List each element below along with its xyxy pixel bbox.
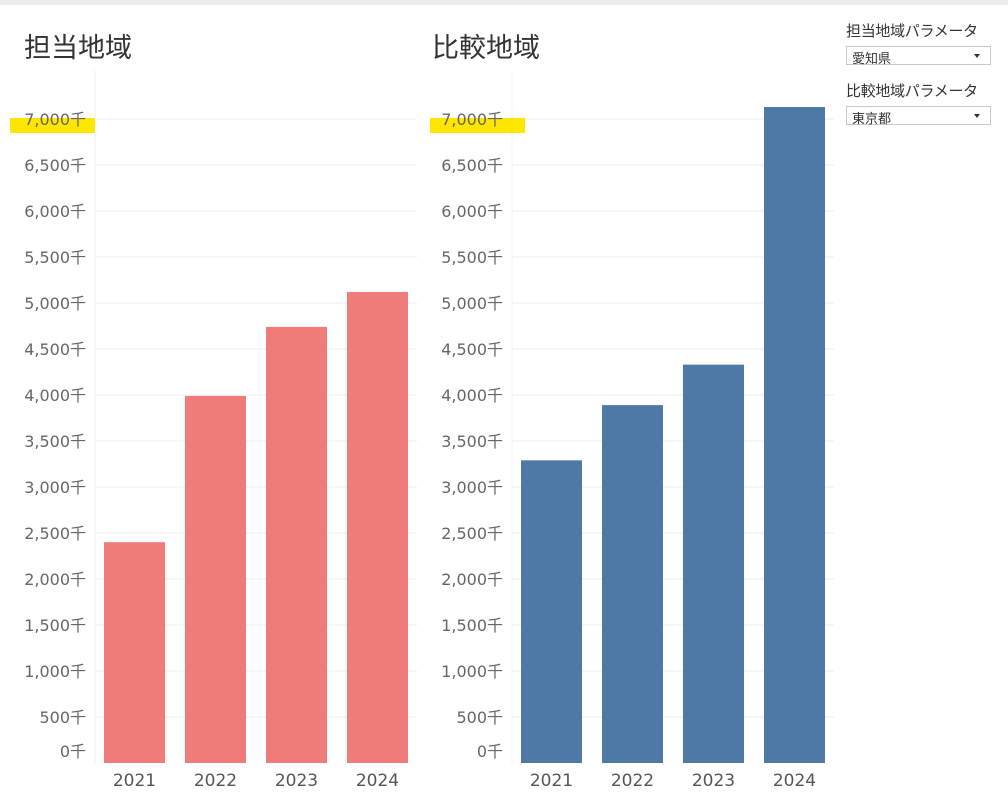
assigned-y-tick-label: 3,500千 [24, 432, 86, 451]
assigned-y-tick-label: 6,000千 [24, 202, 86, 221]
comparison-bar-2023[interactable] [683, 364, 744, 763]
assigned-y-tick-label: 5,500千 [24, 248, 86, 267]
comparison-y-tick-label: 0千 [477, 742, 503, 761]
comparison-y-tick-label: 7,000千 [441, 110, 503, 129]
top-strip [0, 0, 1008, 5]
comparison-x-tick-label: 2021 [530, 771, 573, 791]
dropdown-arrow-icon[interactable] [974, 54, 980, 58]
assigned-x-tick-label: 2021 [113, 771, 156, 791]
assigned-y-tick-label: 6,500千 [24, 156, 86, 175]
assigned-y-tick-label: 4,500千 [24, 340, 86, 359]
comparison-region-dropdown[interactable]: 東京都 [846, 106, 991, 127]
assigned-tick-highlight [10, 118, 95, 133]
comparison-region-parameter-label: 比較地域パラメータ [846, 82, 978, 100]
comparison-y-tick-label: 3,000千 [441, 478, 503, 497]
assigned-x-tick-label: 2023 [275, 771, 318, 791]
comparison-bar-2022[interactable] [602, 405, 663, 763]
comparison-y-tick-label: 5,500千 [441, 248, 503, 267]
comparison-x-tick-label: 2024 [773, 771, 816, 791]
comparison-y-tick-label: 4,500千 [441, 340, 503, 359]
assigned-y-tick-label: 3,000千 [24, 478, 86, 497]
assigned-region-parameter-label: 担当地域パラメータ [846, 22, 978, 40]
comparison-y-tick-label: 1,500千 [441, 616, 503, 635]
chart-title-comparison-region: 比較地域 [432, 33, 540, 64]
comparison-tick-highlight [430, 118, 525, 133]
comparison-region-parameter: 比較地域パラメータ 東京都 [846, 80, 994, 127]
comparison-x-tick-label: 2023 [692, 771, 735, 791]
comparison-y-tick-label: 6,500千 [441, 156, 503, 175]
assigned-y-tick-label: 500千 [39, 708, 86, 727]
comparison-region-dropdown-value: 東京都 [852, 112, 892, 127]
comparison-y-tick-label: 1,000千 [441, 662, 503, 681]
comparison-y-tick-label: 2,500千 [441, 524, 503, 543]
assigned-x-tick-label: 2024 [356, 771, 399, 791]
comparison-y-tick-label: 4,000千 [441, 386, 503, 405]
assigned-region-dropdown-value: 愛知県 [852, 52, 892, 67]
comparison-y-tick-label: 3,500千 [441, 432, 503, 451]
comparison-y-tick-label: 2,000千 [441, 570, 503, 589]
comparison-x-tick-label: 2022 [611, 771, 654, 791]
assigned-region-parameter: 担当地域パラメータ 愛知県 [846, 20, 994, 67]
assigned-y-tick-label: 0千 [60, 742, 86, 761]
assigned-bar-2024[interactable] [347, 291, 408, 763]
comparison-y-tick-label: 500千 [456, 708, 503, 727]
assigned-bar-2023[interactable] [266, 326, 327, 763]
comparison-y-tick-label: 5,000千 [441, 294, 503, 313]
assigned-region-dropdown[interactable]: 愛知県 [846, 46, 991, 67]
assigned-y-tick-label: 7,000千 [24, 110, 86, 129]
dropdown-arrow-icon[interactable] [974, 114, 980, 118]
assigned-y-tick-label: 1,500千 [24, 616, 86, 635]
comparison-bar-2024[interactable] [764, 107, 825, 764]
comparison-bar-2021[interactable] [521, 460, 582, 763]
comparison-y-tick-label: 6,000千 [441, 202, 503, 221]
chart-title-assigned-region: 担当地域 [24, 33, 132, 64]
assigned-y-tick-label: 2,000千 [24, 570, 86, 589]
assigned-bar-2021[interactable] [104, 542, 165, 763]
assigned-y-tick-label: 2,500千 [24, 524, 86, 543]
assigned-y-tick-label: 4,000千 [24, 386, 86, 405]
assigned-y-tick-label: 1,000千 [24, 662, 86, 681]
assigned-y-tick-label: 5,000千 [24, 294, 86, 313]
assigned-x-tick-label: 2022 [194, 771, 237, 791]
assigned-bar-2022[interactable] [185, 395, 246, 763]
